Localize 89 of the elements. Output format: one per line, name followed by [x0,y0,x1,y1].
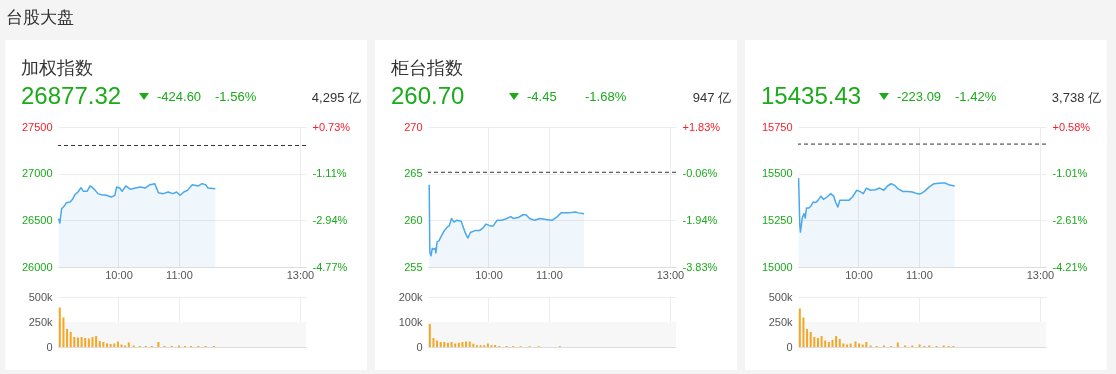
bar [450,342,453,347]
text: -1.68% [585,89,627,104]
y-tick-label: 15250 [761,213,793,226]
text: 4,295 亿 [311,89,361,107]
y2-tick-label: +0.73% [312,120,351,133]
y-tick-label: 0 [786,340,793,353]
y-tick-label: 26500 [21,213,53,226]
y-tick-label: 0 [46,340,53,353]
y2-tick-label: +1.83% [682,120,721,133]
bar [84,338,87,347]
text: 260.70 [391,82,465,110]
x-tick-label: 11:00 [906,268,933,281]
bar [824,340,827,347]
text: 947 亿 [692,89,731,107]
y2-tick-label: -4.77% [312,260,348,273]
bar [838,339,841,347]
bar [468,341,471,347]
bar [428,324,431,347]
bar [66,329,69,347]
y-tick-label: 27000 [21,167,53,180]
y2-tick-label: -3.83% [682,260,718,273]
bar [806,329,809,347]
y-tick-label: 0 [416,340,423,353]
y-tick-label: 265 [404,167,423,180]
bar [831,340,834,347]
y-tick-label: 250k [768,315,793,328]
bar [465,341,468,347]
y2-tick-label: -4.21% [1052,260,1088,273]
x-tick-label: 13:00 [286,268,315,281]
text: 台股大盘 [6,7,74,29]
y-tick-label: 15500 [761,167,793,180]
y-tick-label: 100k [398,315,423,328]
y2-tick-label: -0.06% [682,167,718,180]
bar [827,342,830,347]
y2-tick-label: -2.94% [312,213,348,226]
bar [80,337,83,347]
text: -223.09 [897,89,942,104]
x-tick-label: 10:00 [105,268,133,281]
bar [798,308,801,347]
y-tick-label: 260 [404,213,423,226]
bar [58,307,61,347]
x-tick-label: 10:00 [845,268,873,281]
bar [436,340,439,347]
text: 26877.32 [21,82,122,110]
text: -424.60 [157,89,202,104]
bar [98,341,101,347]
chart-title: 柜台指数 [391,57,463,80]
bar [87,338,90,347]
y-tick-label: 270 [404,120,423,133]
bar [854,341,857,347]
x-tick-label: 13:00 [656,268,685,281]
bar [69,332,72,347]
bar [816,338,819,347]
x-tick-label: 11:00 [166,268,193,281]
y2-tick-label: -1.11% [312,167,347,180]
text: -1.56% [215,89,257,104]
chart-title: 加权指数 [21,57,93,80]
y-tick-label: 26000 [21,260,53,273]
y-tick-label: 15000 [761,260,793,273]
bar [157,342,160,347]
x-tick-label: 13:00 [1026,268,1055,281]
y-tick-label: 255 [404,260,423,273]
bar [95,336,98,347]
y-tick-label: 27500 [21,120,53,133]
y-tick-label: 500k [28,290,53,303]
x-tick-label: 10:00 [475,268,503,281]
bar [835,336,838,347]
y2-tick-label: -1.94% [682,213,718,226]
y-tick-label: 200k [398,290,423,303]
y-tick-label: 15750 [761,120,793,133]
y2-tick-label: +0.58% [1052,120,1091,133]
y-tick-label: 500k [768,290,793,303]
bar [809,332,812,347]
bar [461,342,464,347]
text: 3,738 亿 [1051,89,1101,107]
text: -1.42% [955,89,997,104]
bar [865,342,868,347]
x-tick-label: 11:00 [536,268,563,281]
bar [91,337,94,347]
bar [102,342,105,347]
y2-tick-label: -2.61% [1052,213,1088,226]
text: -4.45 [527,89,557,104]
y-tick-label: 250k [28,315,53,328]
bar [439,342,442,347]
bar [76,337,79,347]
y2-tick-label: -1.01% [1052,166,1088,179]
bar [820,336,823,347]
bar [109,344,112,347]
text: 15435.43 [761,82,862,110]
